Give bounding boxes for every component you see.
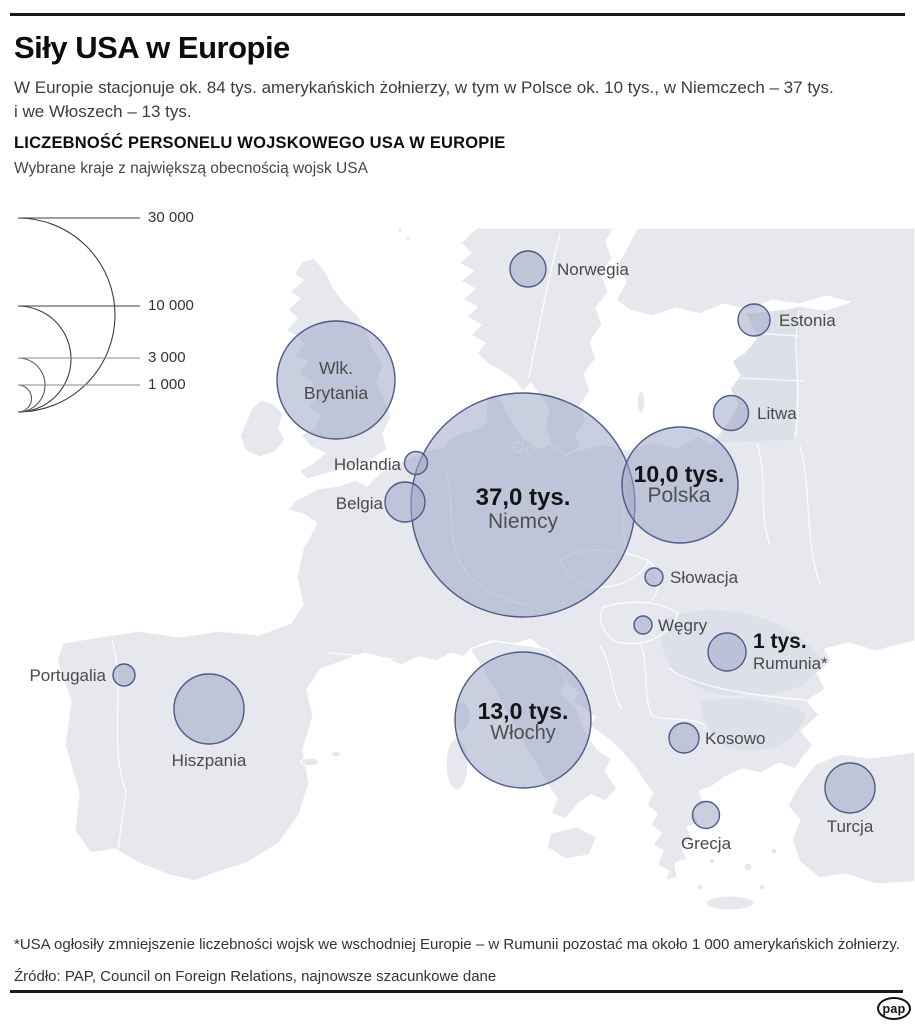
legend-label-10000: 10 000 bbox=[148, 297, 194, 314]
bubbles bbox=[112, 250, 876, 830]
bubble-wlochy bbox=[454, 651, 592, 789]
label-holandia: Holandia bbox=[333, 455, 401, 474]
source-line: Źródło: PAP, Council on Foreign Relation… bbox=[14, 968, 497, 985]
island-aegean-6 bbox=[696, 883, 704, 891]
legend-circle-1000 bbox=[17, 384, 33, 413]
bubble-norwegia bbox=[509, 250, 547, 288]
island-aegean-2 bbox=[724, 841, 732, 849]
shade-bulgaria bbox=[700, 698, 806, 751]
pap-logo-text: pap bbox=[882, 1001, 906, 1016]
bubble-wegry bbox=[633, 615, 653, 635]
label-slowacja: Słowacja bbox=[670, 568, 739, 587]
value-polska: 10,0 tys. bbox=[633, 461, 725, 487]
label-estonia: Estonia bbox=[779, 311, 836, 330]
chart-heading: LICZEBNOŚĆ PERSONELU WOJSKOWEGO USA W EU… bbox=[14, 134, 506, 152]
bubble-polska bbox=[621, 426, 739, 544]
bubble-litwa bbox=[712, 394, 750, 432]
label-turcja: Turcja bbox=[826, 817, 874, 836]
island-balearic-2 bbox=[330, 750, 342, 758]
pap-logo: pap bbox=[877, 997, 911, 1020]
label-wlk-brytania: Wlk. Brytania bbox=[276, 356, 396, 406]
island-aegean-5 bbox=[770, 847, 778, 855]
legend-label-1000: 1 000 bbox=[148, 376, 186, 393]
label-portugalia: Portugalia bbox=[29, 666, 106, 685]
page-title: Siły USA w Europie bbox=[14, 30, 290, 65]
island-crete bbox=[705, 895, 755, 911]
bubble-holandia bbox=[403, 450, 429, 476]
label-kosowo: Kosowo bbox=[705, 729, 766, 748]
island-aegean-3 bbox=[743, 862, 753, 872]
label-litwa: Litwa bbox=[757, 404, 797, 423]
bubble-wlk-brytania bbox=[276, 320, 396, 440]
bubble-turcja bbox=[824, 762, 876, 814]
label-polska: Polska bbox=[647, 484, 711, 507]
legend-circle-10000 bbox=[17, 305, 72, 413]
island-shetland-1 bbox=[396, 226, 404, 234]
island-aegean-1 bbox=[708, 857, 716, 865]
bottom-rule bbox=[10, 990, 903, 993]
subtitle-line-1: W Europie stacjonuje ok. 84 tys. ameryka… bbox=[14, 78, 834, 97]
bubble-kosowo bbox=[668, 722, 700, 754]
island-shetland-2 bbox=[405, 235, 411, 241]
label-belgia: Belgia bbox=[335, 494, 383, 513]
bubble-estonia bbox=[737, 303, 771, 337]
footnote: *USA ogłosiły zmniejszenie liczebności w… bbox=[14, 936, 900, 953]
island-balearic-1 bbox=[300, 757, 320, 767]
label-niemcy: Niemcy bbox=[487, 510, 558, 533]
value-niemcy: 37,0 tys. bbox=[475, 484, 571, 511]
value-wlochy: 13,0 tys. bbox=[477, 698, 569, 724]
landmass-sicily bbox=[546, 826, 598, 860]
subtitle-line-2: i we Włoszech – 13 tys. bbox=[14, 102, 192, 121]
island-gotland bbox=[636, 390, 646, 414]
label-grecja: Grecja bbox=[680, 834, 732, 853]
landmass-ireland bbox=[239, 399, 286, 458]
bubble-hiszpania bbox=[173, 673, 245, 745]
bubble-slowacja bbox=[644, 567, 664, 587]
chart-subheading: Wybrane kraje z największą obecnością wo… bbox=[14, 160, 368, 177]
landmass-turkey bbox=[787, 751, 915, 885]
label-wlk-brytania-line2: Brytania bbox=[303, 383, 369, 403]
island-aegean-4 bbox=[758, 883, 766, 891]
value-rumunia: 1 tys. bbox=[753, 630, 807, 653]
label-norwegia: Norwegia bbox=[557, 260, 629, 279]
top-rule bbox=[10, 13, 905, 16]
label-rumunia: Rumunia* bbox=[753, 654, 828, 673]
bubble-portugalia bbox=[112, 663, 136, 687]
bubble-grecja bbox=[691, 800, 721, 830]
size-legend bbox=[17, 217, 140, 413]
legend-circle-30000 bbox=[17, 217, 116, 413]
label-wlochy: Włochy bbox=[490, 722, 556, 744]
legend-label-3000: 3 000 bbox=[148, 349, 186, 366]
label-wlk-brytania-line1: Wlk. bbox=[318, 358, 354, 378]
label-wegry: Węgry bbox=[658, 616, 708, 635]
bubble-rumunia bbox=[707, 632, 747, 672]
bubble-belgia bbox=[384, 481, 426, 523]
legend-label-30000: 30 000 bbox=[148, 209, 194, 226]
label-hiszpania: Hiszpania bbox=[171, 751, 247, 770]
